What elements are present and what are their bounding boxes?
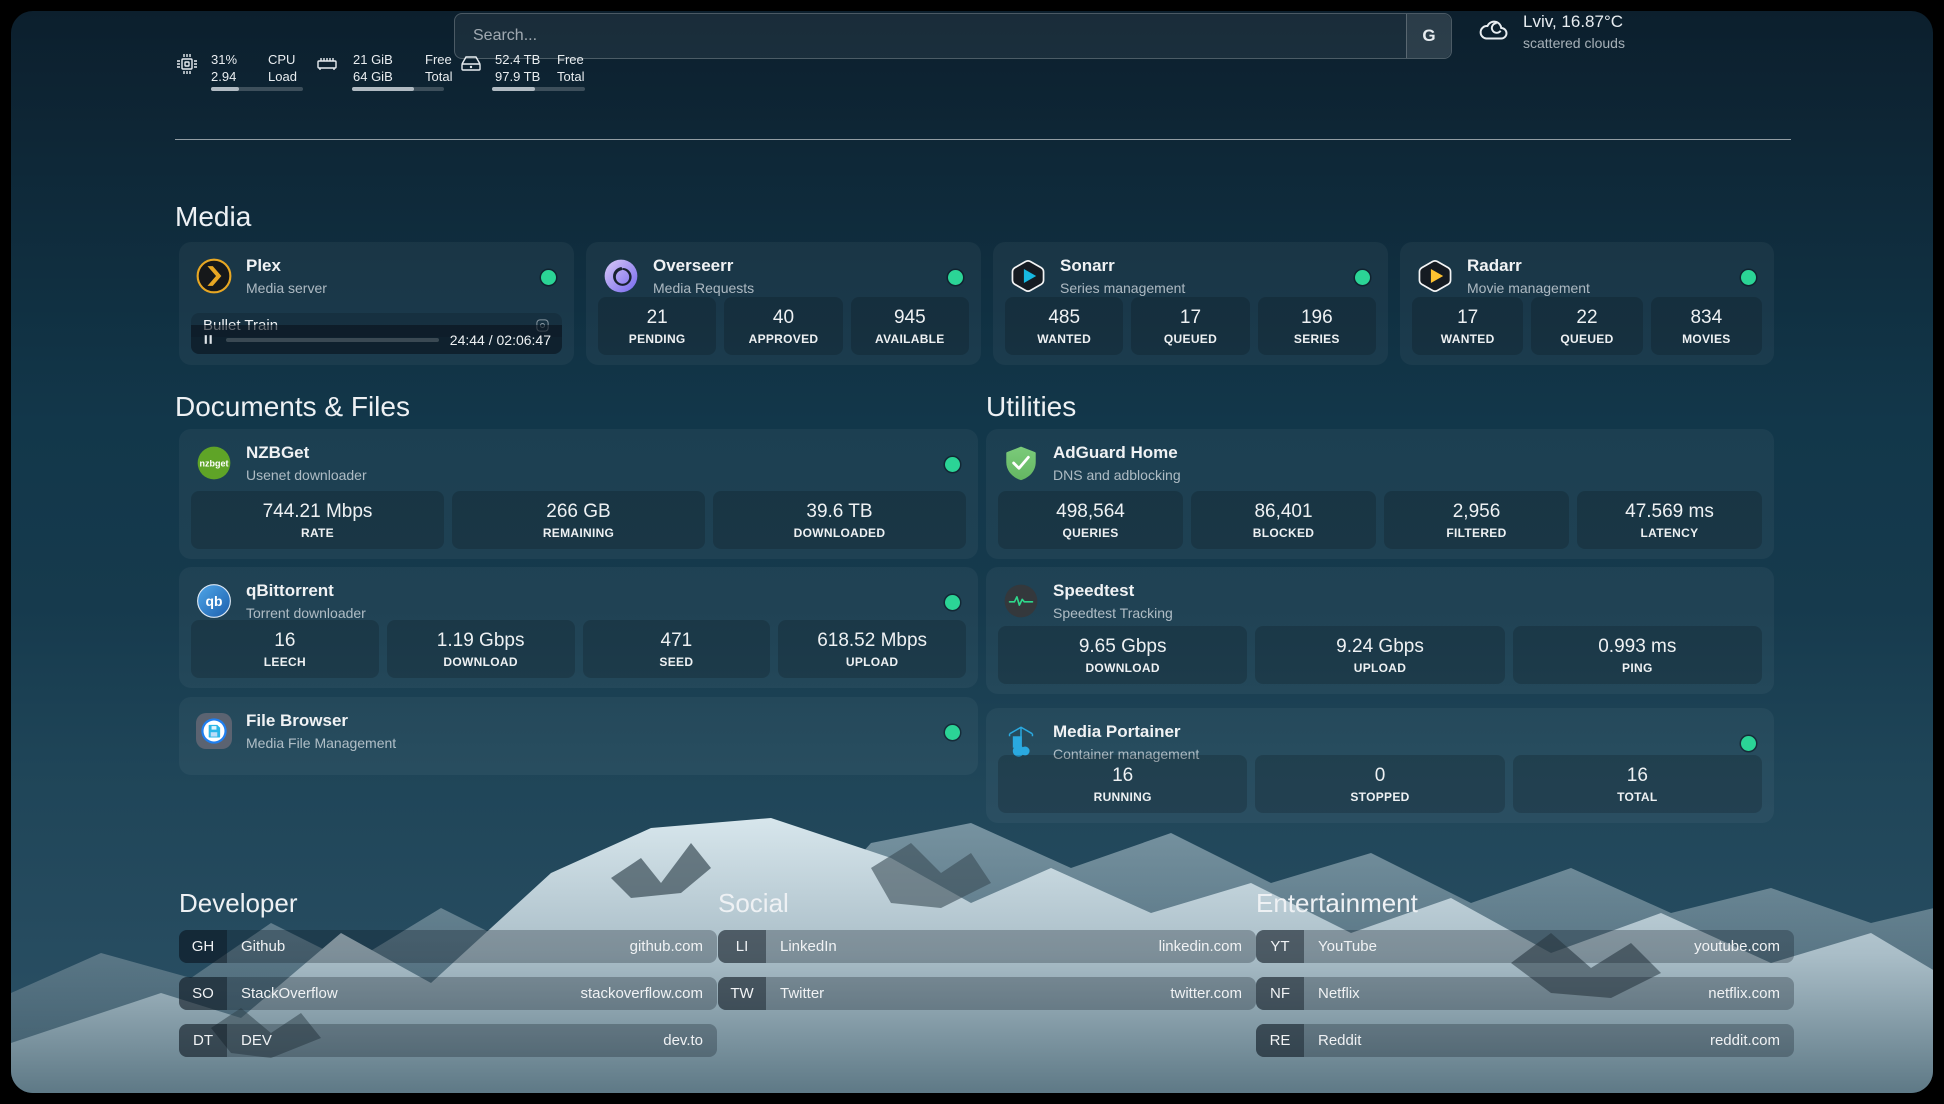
svg-text:nzbget: nzbget (200, 458, 229, 468)
svg-text:qb: qb (206, 593, 223, 609)
